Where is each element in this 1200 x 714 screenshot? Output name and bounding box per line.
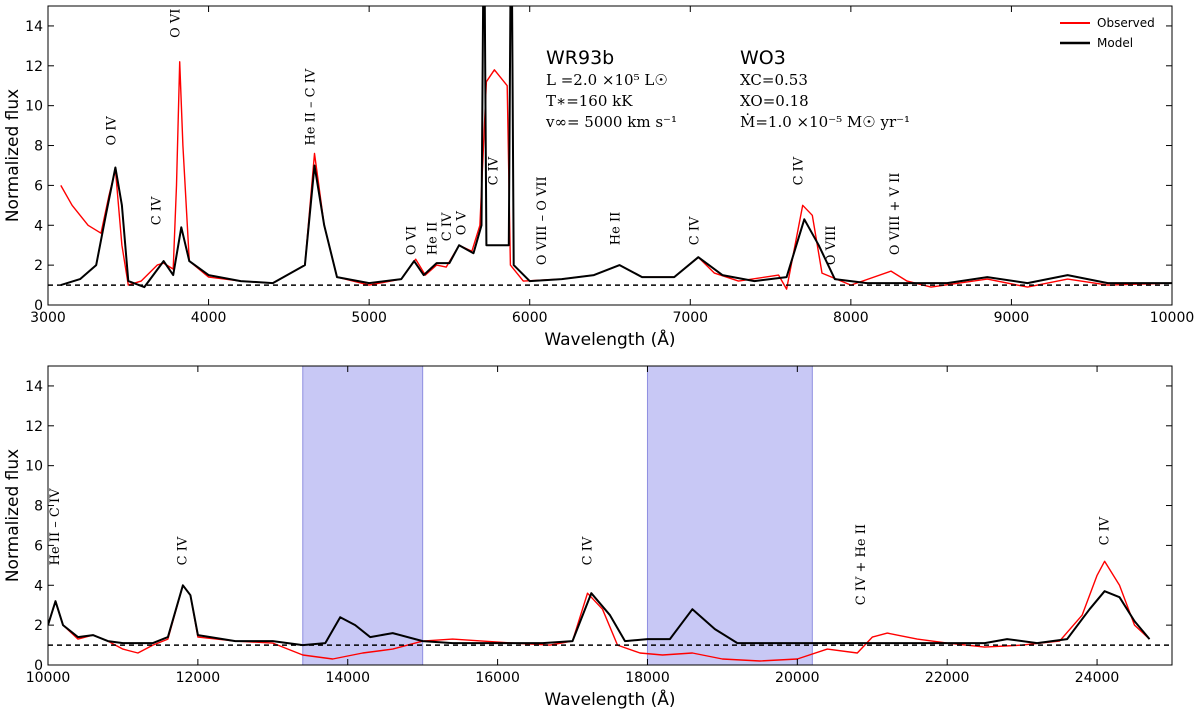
spectral-line-label: C IV — [687, 216, 702, 245]
spectral-line-label: He II – C IV — [304, 68, 319, 145]
y-tick-label: 6 — [34, 178, 43, 194]
y-tick-label: 12 — [25, 59, 43, 75]
observed-spectrum-line — [48, 560, 1150, 662]
y-tick-label: 2 — [34, 618, 43, 634]
y-tick-label: 0 — [34, 658, 43, 674]
spectral-line-label: O VI — [169, 9, 184, 38]
x-tick-label: 4000 — [191, 310, 227, 326]
shaded-region — [646, 365, 813, 666]
spectral-line-label: C IV — [487, 156, 502, 185]
shaded-region — [302, 365, 424, 666]
spectral-line-label: O V — [454, 210, 469, 235]
x-tick-label: 8000 — [833, 310, 869, 326]
legend-model-label: Model — [1097, 36, 1133, 50]
x-tick-label: 6000 — [512, 310, 548, 326]
param-carbon-fraction: XC=0.53 — [740, 71, 808, 89]
plot-frame — [47, 5, 1173, 306]
infrared-spectrum-panel: 10000 12000 14000 16000 18000 20000 22000 24000… — [3, 365, 1173, 710]
spectral-line-label: C IV + He II — [854, 524, 869, 605]
x-tick-label: 22000 — [925, 670, 970, 686]
x-axis-title: Wavelength (Å) — [544, 688, 675, 710]
spectral-line-label: C IV — [1097, 516, 1112, 545]
x-tick-label: 10000 — [1150, 310, 1195, 326]
stellar-parameters: WR93b WO3 L =2.0 ×10⁵ L☉ T∗=160 kK v∞= 5… — [545, 47, 910, 131]
x-tick-label: 12000 — [176, 670, 221, 686]
spectral-line-label: C IV — [149, 196, 164, 225]
y-tick-label: 0 — [34, 298, 43, 314]
x-tick-label: 5000 — [351, 310, 387, 326]
spectral-type: WO3 — [740, 47, 786, 69]
spectral-line-label: C IV — [440, 212, 455, 241]
x-tick-label: 10000 — [26, 670, 71, 686]
spectral-line-label: O VIII — [824, 226, 839, 266]
y-axis-title: Normalized flux — [3, 89, 23, 222]
y-tick-label: 14 — [25, 379, 43, 395]
y-tick-label: 8 — [34, 139, 43, 155]
x-tick-label: 16000 — [475, 670, 520, 686]
spectral-line-label: O IV — [104, 116, 119, 146]
spectral-line-label: C IV — [792, 156, 807, 185]
y-tick-label: 6 — [34, 538, 43, 554]
star-name: WR93b — [546, 47, 614, 69]
y-tick-label: 10 — [25, 99, 43, 115]
plot-frame — [47, 365, 1173, 666]
legend: Observed Model — [1060, 16, 1155, 50]
param-terminal-velocity: v∞= 5000 km s⁻¹ — [545, 113, 677, 131]
spectral-line-label: O VI — [405, 226, 420, 255]
y-tick-label: 10 — [25, 459, 43, 475]
y-tick-label: 14 — [25, 19, 43, 35]
x-tick-label: 14000 — [325, 670, 370, 686]
param-luminosity: L =2.0 ×10⁵ L☉ — [546, 71, 668, 89]
y-tick-label: 2 — [34, 258, 43, 274]
spectral-line-label: He II – C IV — [48, 488, 63, 565]
optical-spectrum-panel: 3000 4000 5000 6000 7000 8000 9000 10000 0 2 4 6 8 10… — [3, 5, 1195, 350]
y-tick-label: 4 — [34, 218, 43, 234]
spectral-line-label: He II — [426, 222, 441, 255]
x-tick-label: 24000 — [1075, 670, 1120, 686]
y-tick-label: 4 — [34, 578, 43, 594]
param-mass-loss-rate: Ṁ=1.0 ×10⁻⁵ M☉ yr⁻¹ — [740, 113, 910, 131]
param-oxygen-fraction: XO=0.18 — [740, 92, 809, 110]
spectral-line-label: C IV — [176, 536, 191, 565]
x-tick-label: 9000 — [994, 310, 1030, 326]
model-spectrum-line — [48, 584, 1151, 647]
param-temperature: T∗=160 kK — [546, 92, 633, 110]
y-tick-label: 8 — [34, 499, 43, 515]
model-spectrum-line — [60, 6, 1172, 289]
spectral-line-label: O VIII + V II — [888, 173, 903, 256]
spectral-line-label: O VIII – O VII — [535, 176, 550, 265]
spectral-line-label: He II — [609, 212, 624, 245]
x-tick-label: 3000 — [30, 310, 66, 326]
spectral-line-label: C IV — [580, 536, 595, 565]
y-tick-label: 12 — [25, 419, 43, 435]
legend-observed-label: Observed — [1097, 16, 1155, 30]
x-tick-label: 18000 — [625, 670, 670, 686]
y-axis-title: Normalized flux — [3, 449, 23, 582]
x-axis-title: Wavelength (Å) — [544, 328, 675, 350]
x-tick-label: 20000 — [775, 670, 820, 686]
x-tick-label: 7000 — [672, 310, 708, 326]
